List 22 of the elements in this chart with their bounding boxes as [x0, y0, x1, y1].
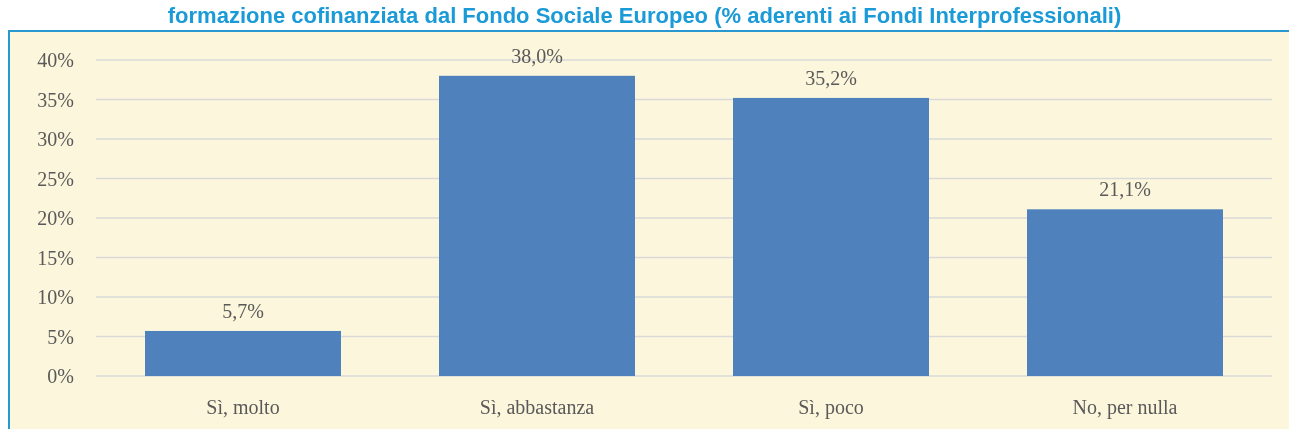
x-tick-label: No, per nulla [1072, 396, 1178, 419]
x-tick-label: Sì, abbastanza [479, 396, 595, 418]
x-tick-label: Sì, molto [206, 396, 280, 418]
bar [733, 97, 929, 376]
chart-title: formazione cofinanziata dal Fondo Sociale Europeo (% aderenti ai Fondi Interprofessionali) [167, 3, 1122, 28]
data-label: 5,7% [222, 299, 264, 322]
y-tick-label: 40% [37, 49, 74, 71]
data-label: 35,2% [805, 66, 857, 89]
bar [439, 75, 635, 376]
data-label: 21,1% [1099, 178, 1151, 201]
y-tick-label: 5% [47, 325, 74, 348]
y-tick-label: 35% [37, 88, 74, 111]
bar [145, 330, 341, 376]
y-tick-label: 25% [37, 167, 74, 190]
y-tick-label: 0% [47, 365, 74, 387]
y-tick-label: 20% [37, 207, 74, 229]
bar [1027, 209, 1223, 376]
y-tick-label: 10% [37, 286, 74, 308]
y-tick-label: 30% [37, 128, 74, 150]
y-tick-label: 15% [37, 246, 74, 269]
x-tick-label: Sì, poco [798, 396, 864, 419]
data-label: 38,0% [511, 44, 563, 67]
